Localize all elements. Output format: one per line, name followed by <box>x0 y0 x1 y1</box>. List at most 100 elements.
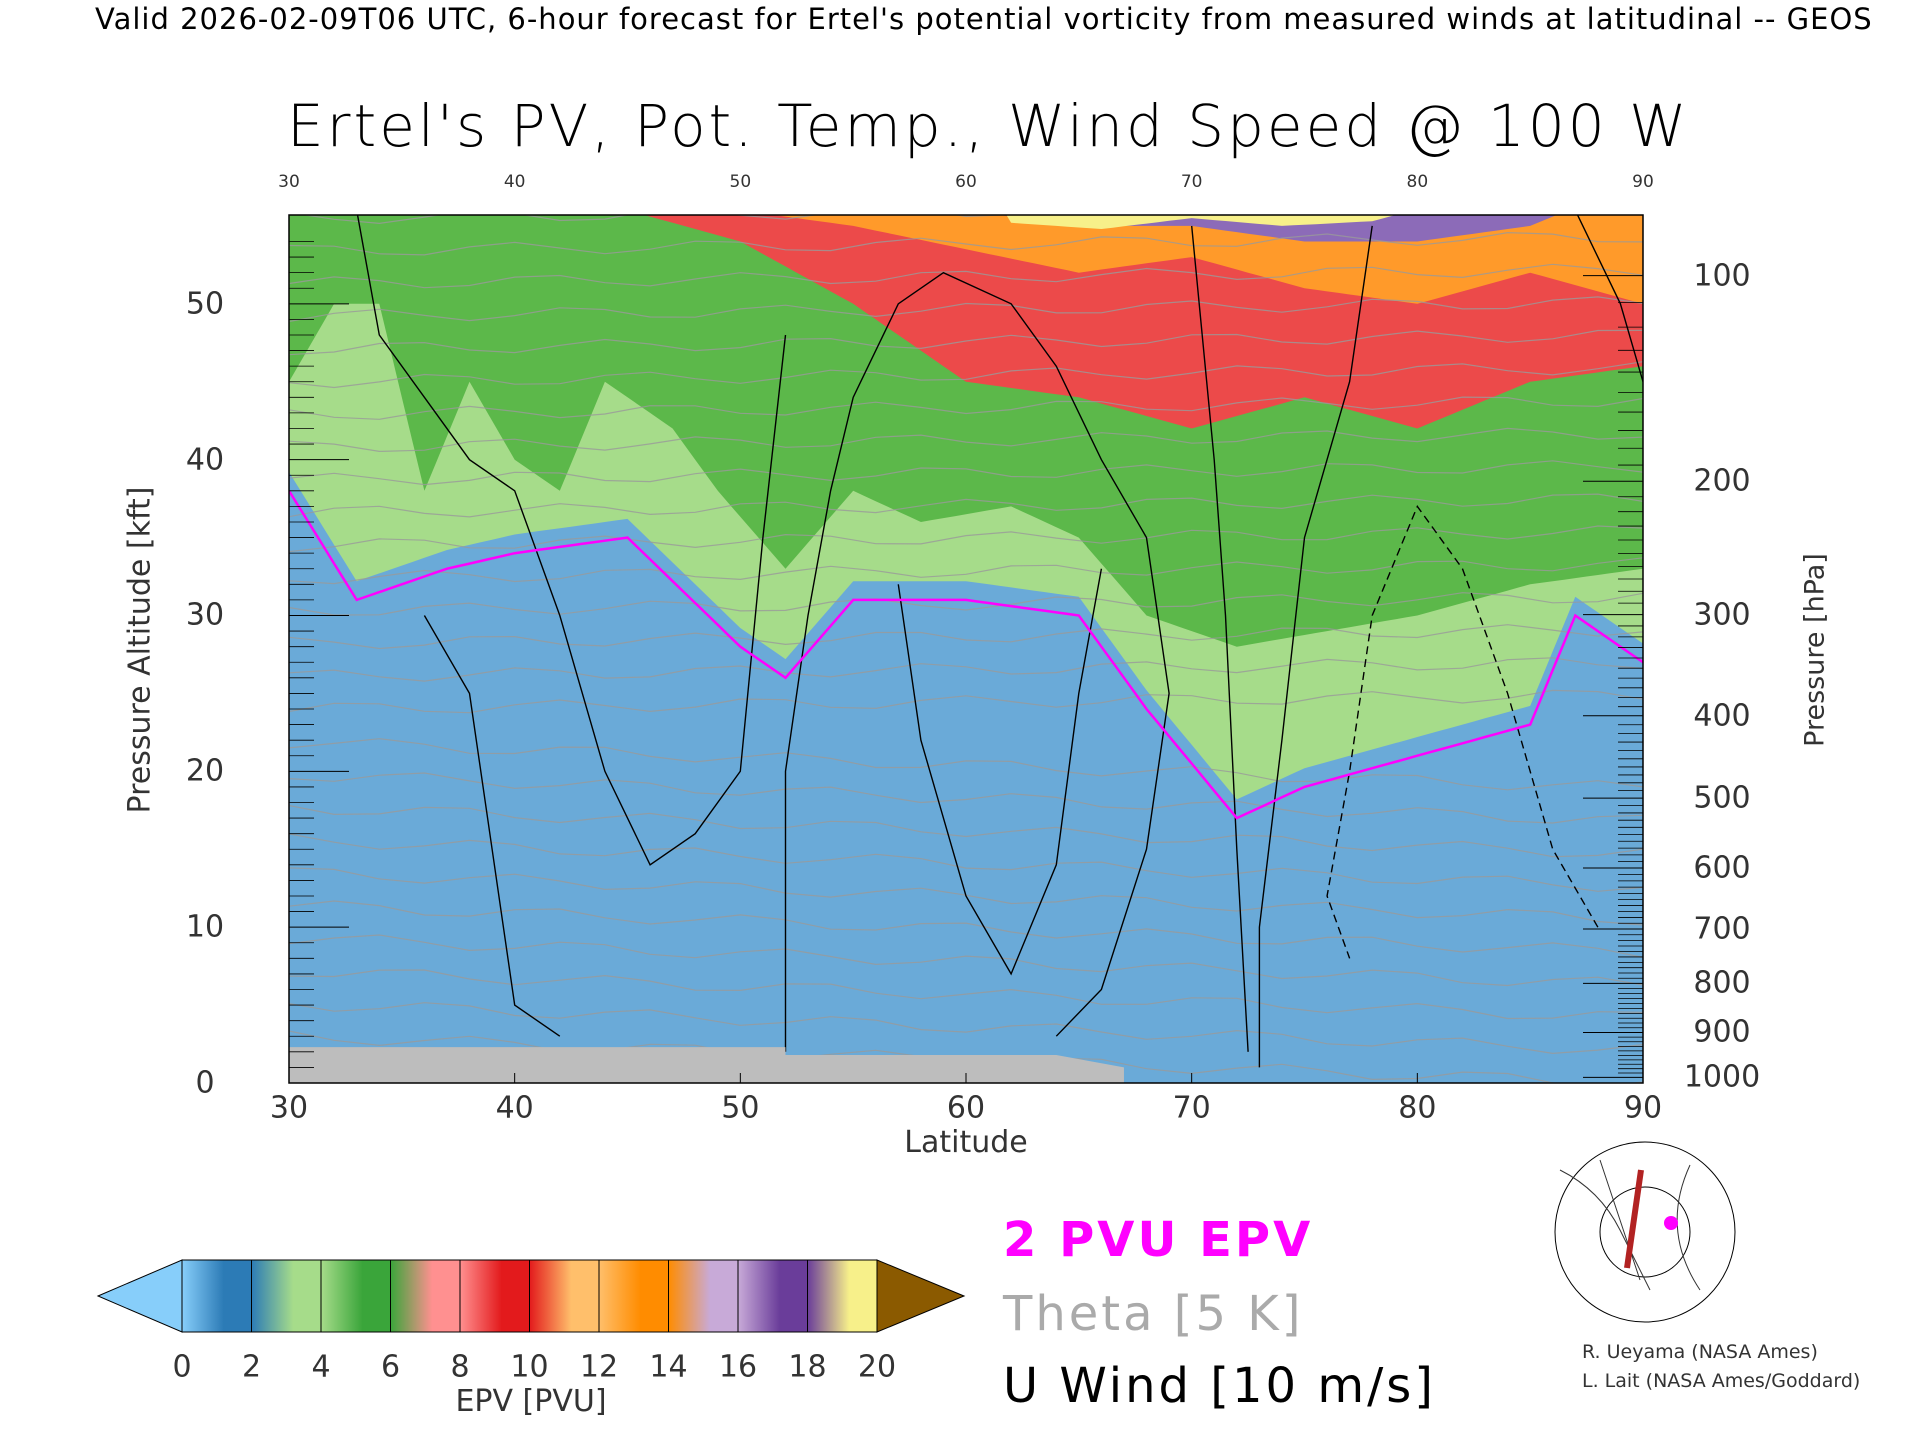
colorbar-segment <box>598 1259 669 1333</box>
credit-1: R. Ueyama (NASA Ames) <box>1582 1341 1818 1363</box>
wind-contour <box>356 215 787 866</box>
plot-area <box>289 215 1643 1083</box>
x-tick-label: 90 <box>1623 1090 1663 1126</box>
pressure-tick-label: 300 <box>1693 597 1751 633</box>
wind-contour <box>897 568 1103 976</box>
y-tick-label: 40 <box>185 442 225 478</box>
colorbar-over-arrow <box>876 1259 966 1333</box>
header-text: Valid 2026-02-09T06 UTC, 6-hour forecast… <box>95 2 1873 36</box>
colorbar-tick-label: 8 <box>450 1349 470 1385</box>
x-tick-label: 30 <box>269 1090 309 1126</box>
colorbar-segment <box>668 1259 739 1333</box>
theta-contour <box>289 624 1643 650</box>
chart-title: Ertel's PV, Pot. Temp., Wind Speed @ 100… <box>287 92 1690 160</box>
theta-contour <box>289 396 1643 420</box>
locator-map <box>1554 1141 1736 1323</box>
pressure-tick-label: 400 <box>1693 698 1751 734</box>
x-axis-label: Latitude <box>904 1125 1028 1160</box>
theta-contour <box>289 263 1643 289</box>
two-pvu-contour <box>289 490 1643 820</box>
colorbar-tick-label: 14 <box>649 1349 688 1385</box>
theta-contour <box>289 231 1643 256</box>
theta-contour <box>289 657 1643 682</box>
colorbar-segment <box>320 1259 391 1333</box>
pressure-tick-label: 500 <box>1693 780 1751 816</box>
x-tick-label: 60 <box>946 1090 986 1126</box>
wind-contour <box>423 615 561 1037</box>
x-top-tick-label: 40 <box>503 172 526 192</box>
theta-contour <box>289 900 1643 958</box>
wind-contour <box>1258 225 1373 1068</box>
colorbar-tick-label: 12 <box>579 1349 619 1385</box>
wind-contour <box>1191 225 1249 1052</box>
theta-contour <box>289 833 1643 892</box>
x-top-tick-label: 60 <box>955 172 977 192</box>
theta-contour <box>289 427 1643 453</box>
theta-contour <box>289 493 1643 518</box>
credit-2: L. Lait (NASA Ames/Goddard) <box>1582 1370 1861 1392</box>
colorbar-label: EPV [PVU] <box>455 1384 607 1419</box>
legend-theta: Theta [5 K] <box>1003 1286 1304 1342</box>
x-top-tick-label: 90 <box>1632 172 1654 192</box>
x-tick-label: 80 <box>1398 1090 1437 1126</box>
pressure-tick-label: 200 <box>1693 463 1751 499</box>
colorbar-segment <box>807 1259 878 1333</box>
cross-section-line <box>1624 1169 1644 1269</box>
y-axis-label: Pressure Altitude [kft] <box>122 486 158 814</box>
x-top-tick-label: 50 <box>729 172 752 192</box>
terrain <box>289 1047 1124 1083</box>
y-right-axis-label: Pressure [hPa] <box>1799 553 1831 747</box>
pressure-tick-label: 700 <box>1693 911 1751 947</box>
pressure-tick-label: 100 <box>1693 258 1751 294</box>
pressure-tick-label: 900 <box>1693 1014 1751 1050</box>
y-tick-label: 50 <box>185 286 225 322</box>
y-tick-label: 10 <box>185 909 225 945</box>
theta-contour <box>301 215 1196 225</box>
theta-contour <box>289 1002 1643 1055</box>
map-coastlines <box>1559 1159 1701 1291</box>
colorbar-tick-label: 16 <box>718 1349 758 1385</box>
theta-contour <box>289 460 1643 486</box>
colorbar-segment <box>390 1259 461 1333</box>
pressure-tick-label: 600 <box>1693 850 1751 886</box>
colorbar-tick-label: 10 <box>510 1349 549 1385</box>
x-tick-label: 40 <box>495 1090 534 1126</box>
y-tick-label: 20 <box>185 753 225 789</box>
pressure-tick-label: 1000 <box>1683 1059 1761 1095</box>
colorbar-tick-label: 6 <box>380 1349 401 1385</box>
theta-contour <box>289 772 1643 824</box>
colorbar-tick-label: 20 <box>857 1349 897 1385</box>
theta-contour <box>289 525 1643 553</box>
colorbar-segment <box>529 1259 600 1333</box>
map-circle-inner <box>1599 1186 1691 1278</box>
colorbar-segment <box>181 1259 252 1333</box>
wind-contour <box>784 271 1170 1052</box>
theta-contour <box>289 361 1643 389</box>
theta-contour <box>289 557 1643 585</box>
theta-contour <box>289 689 1643 714</box>
legend-pvu: 2 PVU EPV <box>1003 1212 1314 1268</box>
theta-contour <box>289 934 1643 987</box>
layer-yellow <box>289 215 1643 229</box>
colorbar-tick-label: 18 <box>788 1349 827 1385</box>
colorbar-tick-label: 4 <box>311 1349 331 1385</box>
theta-contour <box>289 329 1643 356</box>
x-top-tick-label: 30 <box>278 172 300 192</box>
colorbar-segment <box>251 1259 322 1333</box>
location-dot <box>1664 1216 1678 1230</box>
x-tick-label: 50 <box>721 1090 760 1126</box>
theta-contour <box>289 738 1643 791</box>
wind-contour-negative <box>1326 504 1599 959</box>
map-circle <box>1554 1141 1736 1323</box>
theta-contour <box>289 804 1643 858</box>
pressure-tick-label: 800 <box>1693 965 1751 1001</box>
x-tick-label: 70 <box>1172 1090 1211 1126</box>
colorbar-tick-label: 2 <box>241 1349 262 1385</box>
theta-contour <box>289 592 1643 616</box>
legend-wind: U Wind [10 m/s] <box>1003 1358 1437 1414</box>
x-top-tick-label: 80 <box>1406 172 1429 192</box>
colorbar-segment <box>459 1259 530 1333</box>
x-top-tick-label: 70 <box>1180 172 1203 192</box>
